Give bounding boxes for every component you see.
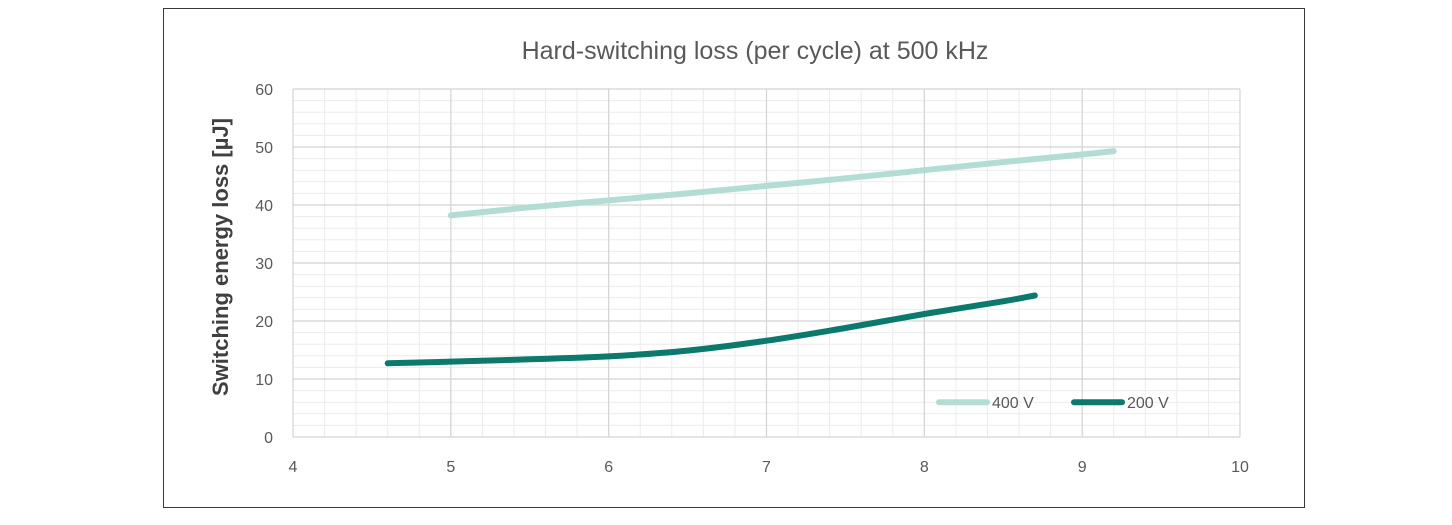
x-tick-label: 8 [920,459,929,476]
y-tick-label: 50 [255,140,273,157]
chart-svg: Hard-switching loss (per cycle) at 500 k… [208,37,1249,476]
x-axis-ticks: 4 5 6 7 8 9 10 [289,459,1249,476]
x-tick-label: 4 [289,459,298,476]
legend-label: 400 V [992,395,1034,412]
chart-frame: Hard-switching loss (per cycle) at 500 k… [163,8,1305,508]
legend: 400 V 200 V [936,395,1169,412]
x-tick-label: 5 [446,459,455,476]
major-grid [292,88,1241,438]
chart-title: Hard-switching loss (per cycle) at 500 k… [522,37,989,65]
legend-label: 200 V [1127,395,1169,412]
x-tick-label: 10 [1231,459,1249,476]
y-axis-label: Switching energy loss [µJ] [208,118,233,396]
y-tick-label: 10 [255,372,273,389]
y-tick-label: 30 [255,256,273,273]
y-tick-label: 20 [255,314,273,331]
y-tick-label: 0 [264,430,273,447]
y-tick-label: 40 [255,198,273,215]
x-tick-label: 7 [762,459,771,476]
series-lines [384,148,1117,367]
y-axis-ticks: 0 10 20 30 40 50 60 [255,82,273,447]
series-line-200v [384,292,1038,367]
series-line-400v [447,148,1117,219]
y-tick-label: 60 [255,82,273,99]
x-tick-label: 9 [1078,459,1087,476]
x-tick-label: 6 [604,459,613,476]
